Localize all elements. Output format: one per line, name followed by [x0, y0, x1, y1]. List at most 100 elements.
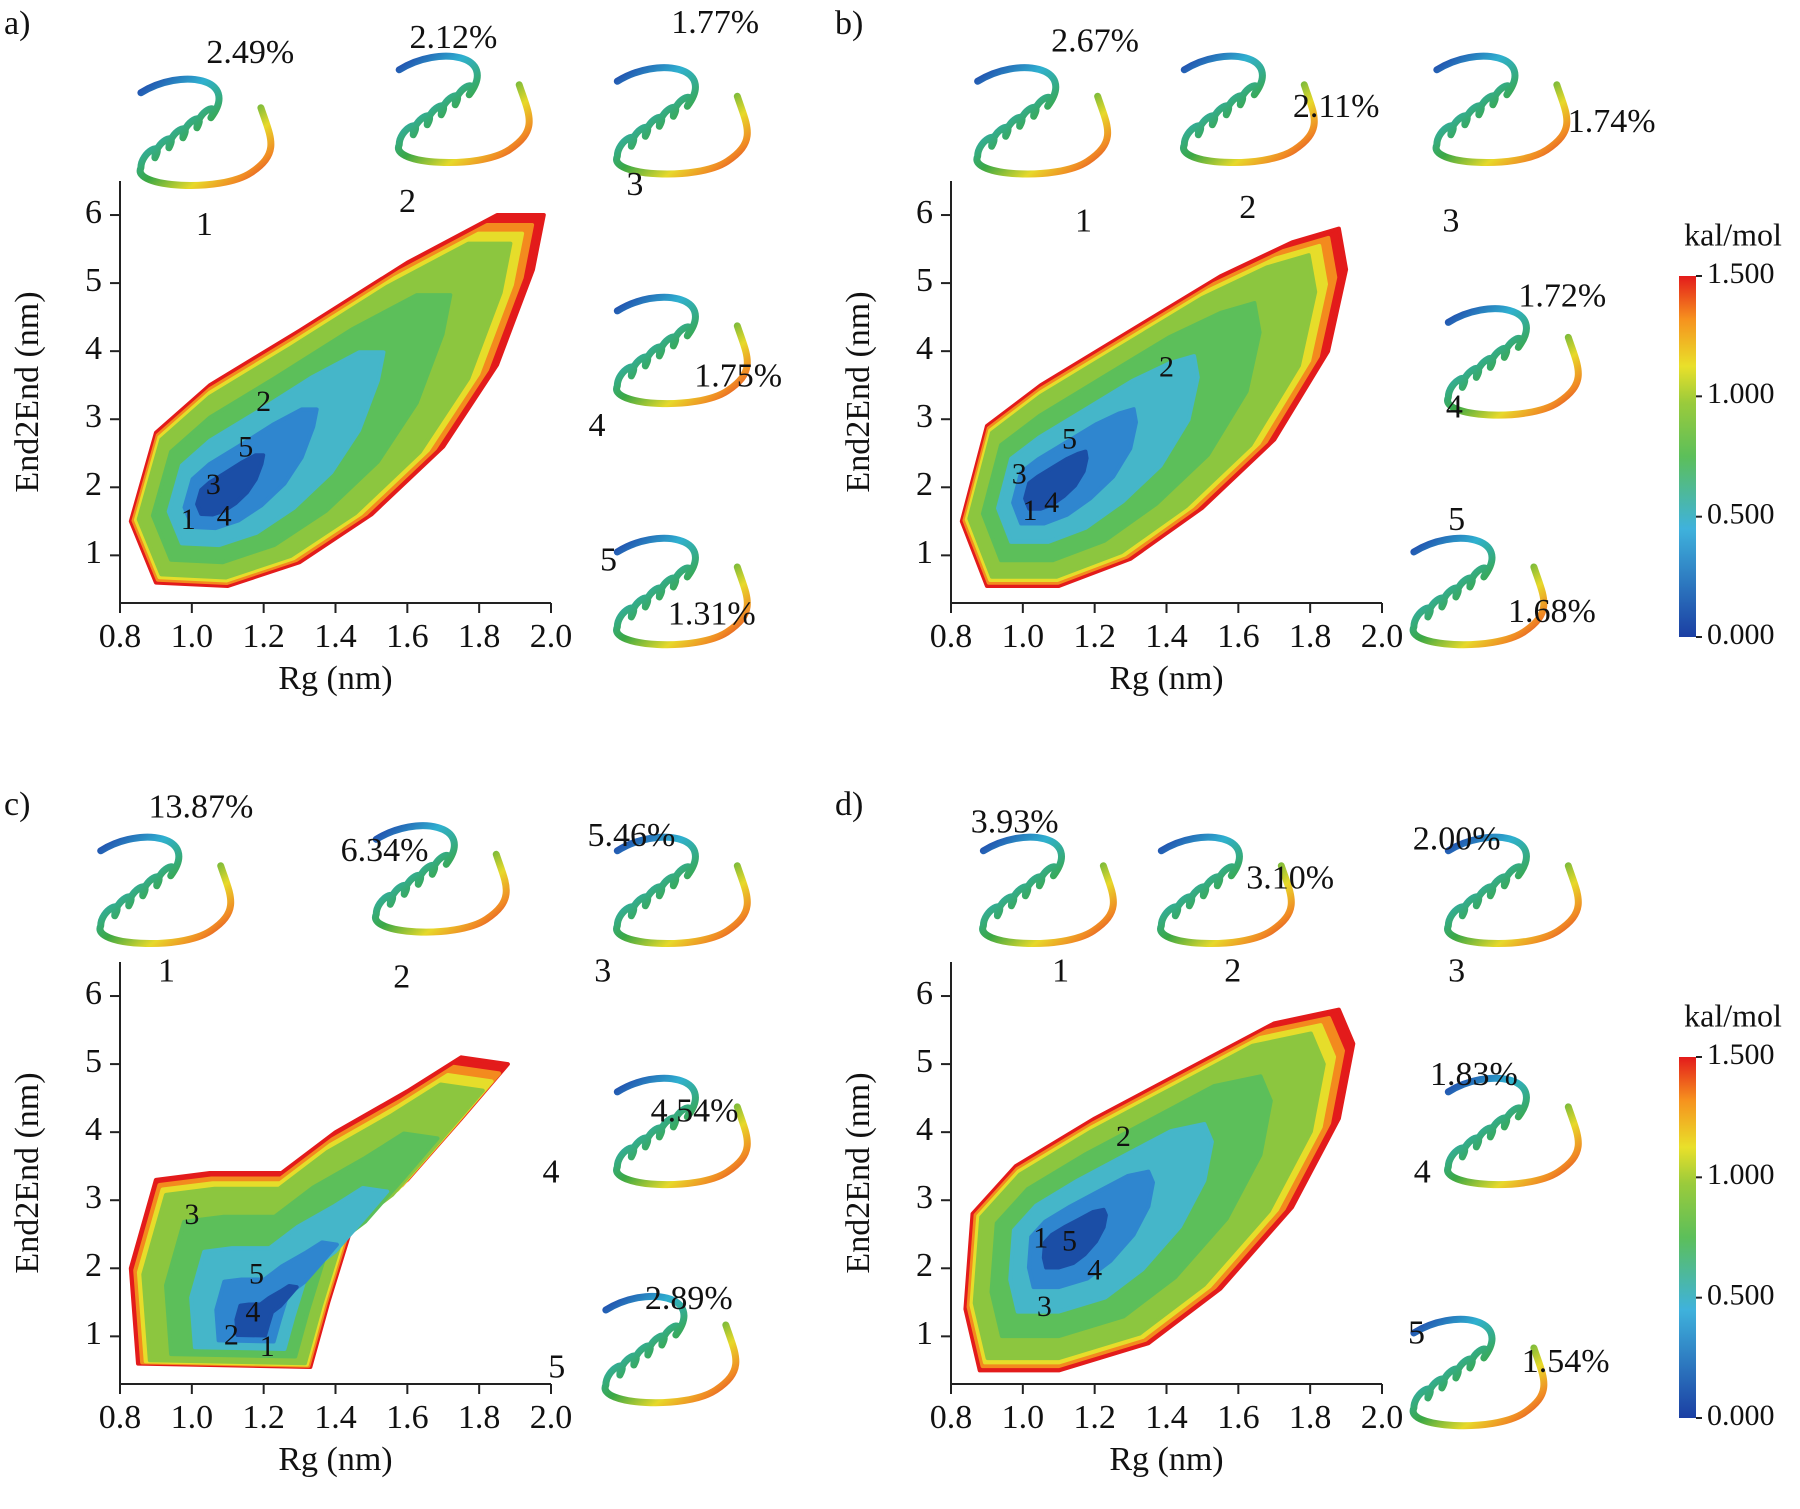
structure-label: 5	[1408, 1314, 1425, 1351]
structure-label: 3	[1442, 203, 1459, 240]
y-tick-label: 4	[916, 1111, 933, 1148]
y-tick-label: 6	[85, 975, 102, 1012]
structure-percent: 2.89%	[645, 1280, 733, 1317]
y-tick-label: 5	[916, 1043, 933, 1080]
structure-label: 1	[196, 206, 213, 243]
structure-label: 4	[1446, 389, 1463, 426]
structure-percent: 3.93%	[971, 803, 1059, 840]
structure-label: 4	[1414, 1154, 1431, 1191]
structure-percent: 1.68%	[1508, 593, 1596, 630]
protein-structure	[973, 64, 1112, 178]
protein-structure	[1157, 833, 1295, 947]
protein-structure	[601, 1292, 740, 1407]
state-label: 2	[1116, 1120, 1131, 1153]
y-axis-label: End2End (nm)	[9, 291, 46, 492]
state-label: 4	[1044, 486, 1059, 519]
y-axis-label: End2End (nm)	[840, 1072, 877, 1273]
state-label: 3	[206, 468, 221, 501]
x-tick-label: 1.0	[1002, 1399, 1045, 1436]
x-axis-label: Rg (nm)	[278, 1441, 392, 1478]
structure-label: 3	[594, 953, 611, 990]
protein-structure	[613, 64, 751, 178]
state-label: 2	[256, 385, 271, 418]
x-tick-label: 1.0	[171, 1399, 214, 1436]
x-tick-label: 2.0	[1361, 1399, 1404, 1436]
y-tick-label: 6	[916, 975, 933, 1012]
state-label: 5	[1062, 423, 1077, 456]
y-tick-label: 2	[916, 1247, 933, 1284]
energy-level	[195, 453, 266, 517]
state-label: 2	[224, 1319, 239, 1352]
colorbar-tick-label: 0.500	[1707, 498, 1775, 531]
structure-label: 3	[626, 166, 643, 203]
x-tick-label: 2.0	[530, 1399, 573, 1436]
structure-percent: 3.10%	[1246, 860, 1334, 897]
state-label: 4	[245, 1295, 260, 1328]
x-tick-label: 1.2	[1073, 1399, 1116, 1436]
structure-label: 2	[1224, 953, 1241, 990]
state-label: 3	[1037, 1290, 1052, 1323]
colorbar-title: kal/mol	[1684, 216, 1782, 252]
protein-structure	[395, 52, 533, 166]
y-tick-label: 1	[916, 534, 933, 571]
structure-label: 1	[1052, 953, 1069, 990]
structure-label: 5	[548, 1349, 565, 1386]
x-tick-label: 0.8	[99, 1399, 142, 1436]
structure-percent: 1.77%	[671, 4, 759, 41]
x-tick-label: 1.4	[314, 1399, 357, 1436]
protein-structure	[1432, 52, 1571, 166]
state-label: 1	[260, 1330, 275, 1363]
colorbar-tick-label: 0.500	[1707, 1279, 1775, 1312]
energy-level	[1023, 449, 1089, 511]
state-label: 4	[217, 499, 232, 532]
structure-percent: 1.72%	[1518, 277, 1606, 314]
structure-label: 3	[1448, 953, 1465, 990]
protein-structure	[372, 822, 510, 936]
state-label: 1	[181, 503, 196, 536]
structure-label: 2	[399, 183, 416, 220]
state-label: 5	[238, 431, 253, 464]
x-tick-label: 2.0	[530, 618, 573, 655]
structure-percent: 1.83%	[1430, 1056, 1518, 1093]
y-tick-label: 1	[85, 1315, 102, 1352]
state-label: 3	[1012, 457, 1027, 490]
protein-structure	[1180, 52, 1318, 166]
x-axis-label: Rg (nm)	[1109, 660, 1223, 697]
state-label: 4	[1087, 1253, 1102, 1286]
structure-label: 4	[588, 407, 605, 444]
protein-structure	[1409, 1315, 1548, 1430]
structure-label: 5	[600, 541, 617, 578]
colorbar-tick-label: 0.000	[1707, 618, 1775, 651]
panel-label: c)	[4, 786, 30, 823]
protein-structure	[613, 1074, 751, 1189]
x-tick-label: 0.8	[930, 618, 973, 655]
y-axis-label: End2End (nm)	[840, 291, 877, 492]
panel-label: a)	[4, 5, 30, 42]
y-tick-label: 3	[85, 398, 102, 435]
structure-percent: 13.87%	[148, 788, 253, 825]
structure-percent: 2.00%	[1413, 821, 1501, 858]
x-tick-label: 1.6	[386, 618, 429, 655]
y-tick-label: 5	[85, 262, 102, 299]
y-tick-label: 4	[85, 330, 102, 367]
x-axis-label: Rg (nm)	[278, 660, 392, 697]
structure-percent: 2.67%	[1051, 22, 1139, 59]
structure-percent: 1.31%	[668, 595, 756, 632]
x-tick-label: 1.4	[1145, 618, 1188, 655]
y-tick-label: 2	[85, 466, 102, 503]
x-tick-label: 1.2	[1073, 618, 1116, 655]
x-tick-label: 1.4	[314, 618, 357, 655]
y-tick-label: 3	[916, 1179, 933, 1216]
x-tick-label: 1.4	[1145, 1399, 1188, 1436]
y-tick-label: 6	[916, 194, 933, 231]
energy-level	[1041, 1207, 1108, 1270]
protein-structure	[136, 75, 275, 189]
protein-structure	[613, 833, 751, 947]
y-tick-label: 4	[916, 330, 933, 367]
structure-percent: 6.34%	[341, 832, 429, 869]
structure-percent: 1.54%	[1522, 1343, 1610, 1380]
x-tick-label: 1.6	[1217, 1399, 1260, 1436]
